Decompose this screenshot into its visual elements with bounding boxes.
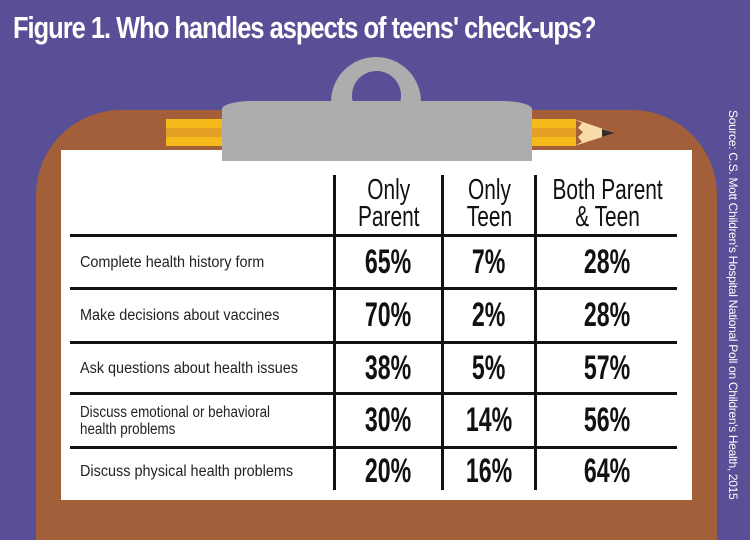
cell-only-parent: 65% <box>336 237 441 287</box>
column-header-only-teen: Only Teen <box>444 175 535 233</box>
cell-value: 64% <box>583 451 631 490</box>
cell-value: 2% <box>472 296 506 334</box>
cell-value: 38% <box>365 348 412 387</box>
row-label: Complete health history form <box>80 237 330 287</box>
row-divider <box>70 392 677 395</box>
column-divider <box>333 175 336 490</box>
cell-value: 65% <box>365 242 412 281</box>
row-label: Ask questions about health issues <box>80 344 330 392</box>
column-divider <box>534 175 537 490</box>
row-divider <box>70 446 677 449</box>
row-label-text: Make decisions about vaccines <box>80 307 280 324</box>
row-label: Discuss emotional or behavioral health pr… <box>80 395 330 446</box>
row-label-text: Ask questions about health issues <box>80 359 298 377</box>
clipboard-clip <box>222 101 532 161</box>
header-divider <box>70 234 677 237</box>
header-line: Only <box>468 174 511 206</box>
header-line: Parent <box>357 201 420 233</box>
row-label-text: Complete health history form <box>80 253 265 271</box>
cell-value: 14% <box>465 401 513 439</box>
cell-only-teen: 7% <box>444 237 534 287</box>
cell-value: 30% <box>365 401 412 439</box>
cell-only-teen: 16% <box>444 449 534 493</box>
column-header-only-parent: Only Parent <box>336 175 441 233</box>
row-label-text: Discuss physical health problems <box>80 462 294 480</box>
cell-both: 64% <box>537 449 677 493</box>
cell-both: 28% <box>537 237 677 287</box>
cell-only-parent: 20% <box>336 449 441 493</box>
cell-both: 56% <box>537 395 677 446</box>
cell-only-teen: 14% <box>444 395 534 446</box>
source-note: Source: C.S. Mott Children's Hospital Na… <box>726 110 740 500</box>
header-line: & Teen <box>575 201 640 233</box>
data-table: Only Parent Only Teen Both Parent & Teen Co… <box>70 175 677 490</box>
row-label: Make decisions about vaccines <box>80 290 330 341</box>
figure-title: Figure 1. Who handles aspects of teens' … <box>13 10 597 45</box>
column-divider <box>441 175 444 490</box>
cell-value: 56% <box>583 401 631 439</box>
header-line: Teen <box>466 201 513 233</box>
row-label: Discuss physical health problems <box>80 449 330 493</box>
cell-only-parent: 70% <box>336 290 441 341</box>
cell-only-teen: 2% <box>444 290 534 341</box>
cell-value: 20% <box>365 451 412 490</box>
clipboard-paper <box>61 150 692 500</box>
cell-value: 16% <box>465 451 513 490</box>
cell-only-parent: 38% <box>336 344 441 392</box>
cell-value: 57% <box>583 348 631 387</box>
row-divider <box>70 341 677 344</box>
cell-value: 28% <box>583 242 631 281</box>
cell-both: 57% <box>537 344 677 392</box>
cell-only-parent: 30% <box>336 395 441 446</box>
header-line: Only <box>367 174 410 206</box>
row-label-line: health problems <box>80 420 176 438</box>
cell-value: 7% <box>472 242 506 281</box>
column-header-both: Both Parent & Teen <box>538 175 677 233</box>
cell-value: 70% <box>365 296 412 334</box>
row-label-line: Discuss emotional or behavioral <box>80 403 271 421</box>
row-divider <box>70 287 677 290</box>
cell-both: 28% <box>537 290 677 341</box>
cell-only-teen: 5% <box>444 344 534 392</box>
cell-value: 5% <box>472 348 506 387</box>
cell-value: 28% <box>583 296 631 334</box>
header-line: Both Parent <box>552 174 663 206</box>
